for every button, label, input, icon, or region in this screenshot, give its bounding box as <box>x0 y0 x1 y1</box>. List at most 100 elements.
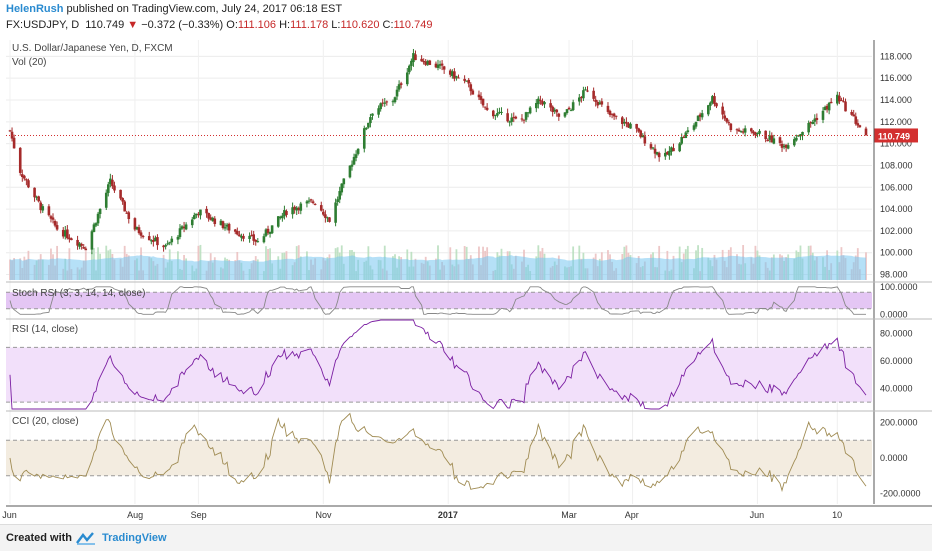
candle-body <box>139 232 143 236</box>
candle-body <box>627 123 630 128</box>
candle-body <box>340 183 344 193</box>
candle-body <box>123 201 126 212</box>
candle-body <box>412 53 415 63</box>
candle-body <box>465 80 468 82</box>
candle-body <box>326 217 329 219</box>
candle-body <box>405 72 409 85</box>
candle-body <box>856 123 860 126</box>
created-with-label: Created with <box>6 532 73 544</box>
candle-body <box>838 95 841 102</box>
chart-area[interactable]: 118.000 116.000 114.000 112.000 110.000 108.0… <box>0 36 932 526</box>
candle-body <box>795 137 798 141</box>
candle-body <box>399 83 403 85</box>
candle-body <box>778 137 782 143</box>
candle-body <box>121 198 124 202</box>
footer-bar: Created with TradingView <box>0 524 932 551</box>
price-tick-label: 100.000 <box>880 248 913 258</box>
price-tick-label: 118.000 <box>880 51 912 61</box>
candle-body <box>141 236 145 238</box>
candle-body <box>391 101 395 103</box>
time-tick-label: 10 <box>832 510 842 520</box>
rsi-tick-label: 60.0000 <box>880 356 913 366</box>
stoch-rsi-band <box>6 292 872 309</box>
candle-body <box>629 123 632 129</box>
candle-body <box>768 135 772 140</box>
price-tick-label: 108.000 <box>880 160 913 170</box>
candle-body <box>291 207 294 215</box>
rsi-label: RSI (14, close) <box>12 324 78 335</box>
candle-body <box>240 235 243 238</box>
price-tick-label: 116.000 <box>880 73 912 83</box>
author-link[interactable]: HelenRush <box>6 3 64 15</box>
high-label: H: <box>279 19 291 31</box>
candle-body <box>780 143 784 148</box>
candle-body <box>643 136 647 144</box>
candle-body <box>80 244 83 246</box>
candle-body <box>612 113 616 117</box>
candle-body <box>537 98 540 105</box>
candle-body <box>815 117 819 120</box>
candle-body <box>766 140 770 142</box>
candle-body <box>715 103 718 107</box>
candle-body <box>471 90 475 95</box>
candle-body <box>309 199 313 201</box>
candle-body <box>254 240 258 242</box>
candle-body <box>199 209 202 216</box>
candle-body <box>481 98 485 106</box>
candle-body <box>92 224 96 232</box>
candle-body <box>512 116 516 118</box>
candle-body <box>51 217 55 220</box>
candle-body <box>600 101 604 105</box>
tradingview-brand[interactable]: TradingView <box>102 532 167 544</box>
time-tick-label: Apr <box>625 510 639 520</box>
time-tick-label: Mar <box>561 510 577 520</box>
candle-body <box>293 206 296 210</box>
candle-body <box>666 152 669 155</box>
candle-body <box>696 115 700 121</box>
candle-body <box>371 113 374 116</box>
candle-body <box>786 145 790 149</box>
candle-body <box>225 224 229 227</box>
candle-body <box>113 185 116 191</box>
candle-body <box>39 202 43 211</box>
candle-body <box>356 148 360 154</box>
candle-body <box>651 147 655 149</box>
candle-body <box>305 201 309 204</box>
candle-body <box>307 200 311 202</box>
candle-body <box>524 112 528 120</box>
candle-body <box>555 109 559 113</box>
candle-body <box>219 220 223 226</box>
candle-body <box>319 205 323 211</box>
candle-body <box>608 110 612 115</box>
candle-body <box>147 236 151 241</box>
rsi-line <box>9 319 867 410</box>
candle-body <box>840 100 843 102</box>
chart-svg[interactable]: 118.000 116.000 114.000 112.000 110.000 108.0… <box>0 36 932 526</box>
candle-body <box>594 99 597 102</box>
volume-label: Vol (20) <box>12 57 46 68</box>
candle-body <box>686 130 690 133</box>
candle-body <box>180 226 184 229</box>
change-value: −0.372 (−0.33%) <box>141 19 224 31</box>
candle-body <box>483 106 487 108</box>
candle-body <box>457 77 460 79</box>
candle-body <box>195 213 198 216</box>
candle-body <box>451 71 454 77</box>
cci-band <box>6 440 872 476</box>
candle-body <box>283 210 286 217</box>
candle-body <box>592 90 595 99</box>
candle-body <box>96 213 100 224</box>
candle-body <box>84 248 88 251</box>
candle-body <box>565 109 569 114</box>
candle-body <box>772 138 776 144</box>
publish-line: HelenRush published on TradingView.com, … <box>6 3 342 15</box>
candle-body <box>414 54 417 61</box>
candle-body <box>850 112 853 115</box>
candle-body <box>184 224 188 230</box>
candle-body <box>8 130 12 132</box>
candle-body <box>586 90 589 92</box>
candle-body <box>324 214 327 218</box>
candle-body <box>383 102 387 104</box>
candle-body <box>479 96 483 101</box>
candle-body <box>362 128 366 149</box>
